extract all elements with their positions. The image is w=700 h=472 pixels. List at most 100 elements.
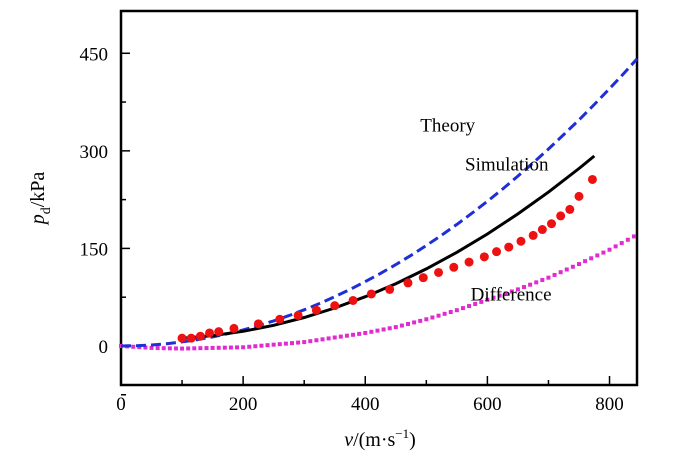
theory-line (120, 57, 639, 348)
difference-marker (265, 343, 270, 348)
difference-marker (540, 278, 545, 283)
simulation-point (587, 174, 597, 184)
simulation-point (330, 301, 340, 311)
y-axis-title-sub: d (39, 207, 54, 214)
difference-marker (161, 346, 166, 351)
difference-marker (460, 306, 465, 311)
difference-marker (448, 310, 453, 315)
difference-marker (271, 342, 276, 347)
difference-marker (491, 295, 496, 300)
difference-marker (534, 280, 539, 285)
y-axis-title: pd/kPa (27, 172, 54, 227)
x-tick-label: 0 (116, 394, 126, 415)
x-axis-title-unit: /(m·s (353, 429, 395, 451)
simulation-point (311, 305, 321, 315)
difference-marker (576, 262, 581, 267)
difference-marker (320, 337, 325, 342)
difference-marker (131, 344, 136, 349)
difference-marker (186, 346, 191, 351)
plot-border (119, 9, 639, 387)
difference-marker (387, 326, 392, 331)
difference-marker (180, 346, 185, 351)
difference-marker (558, 270, 563, 275)
simulation-point (403, 278, 413, 288)
simulation-fit-line (181, 154, 596, 340)
simulation-point (275, 314, 285, 324)
difference-marker (338, 334, 343, 339)
y-axis-title-var: p (27, 214, 49, 226)
simulation-point (547, 219, 557, 229)
difference-marker (167, 346, 172, 351)
difference-marker (467, 304, 472, 309)
simulation-point (479, 252, 489, 262)
simulation-point (253, 319, 263, 329)
simulation-point (186, 333, 196, 343)
difference-marker (570, 264, 575, 269)
plot-frame (119, 9, 639, 387)
x-axis-title-close: ) (409, 429, 416, 451)
difference-marker (418, 318, 423, 323)
difference-marker (241, 345, 246, 350)
difference-marker (619, 241, 624, 246)
difference-marker (363, 330, 368, 335)
simulation-point (528, 230, 538, 240)
difference-marker (479, 299, 484, 304)
difference-marker (296, 340, 301, 345)
x-axis-title: v/(m·s−1) (344, 426, 416, 451)
difference-marker (607, 247, 612, 252)
difference-marker (515, 287, 520, 292)
difference-marker (326, 336, 331, 341)
difference-marker (149, 345, 154, 350)
simulation-point (229, 323, 239, 333)
axes: 0 200 400 600 800 0 150 300 450 (80, 44, 624, 415)
difference-marker (381, 327, 386, 332)
simulation-point (195, 331, 205, 341)
difference-marker (247, 344, 252, 349)
difference-marker (277, 342, 282, 347)
difference-marker (204, 346, 209, 351)
difference-marker (613, 244, 618, 249)
simulation-point (449, 262, 459, 272)
simulation-point (565, 204, 575, 214)
y-tick-label: 0 (99, 337, 109, 358)
difference-marker (509, 289, 514, 294)
simulation-point (418, 273, 428, 283)
series-layer (119, 57, 639, 351)
difference-marker (473, 301, 478, 306)
difference-marker (454, 308, 459, 313)
simulation-point (516, 236, 526, 246)
simulation-point (214, 327, 224, 337)
x-tick-label: 200 (229, 394, 258, 415)
y-tick-label: 300 (80, 142, 109, 163)
difference-marker (198, 346, 203, 351)
x-tick-label: 400 (351, 394, 380, 415)
difference-marker (375, 328, 380, 333)
y-tick-label: 450 (80, 44, 109, 65)
difference-marker (369, 329, 374, 334)
difference-marker (344, 333, 349, 338)
difference-marker (314, 338, 319, 343)
difference-marker (497, 293, 502, 298)
difference-marker (235, 345, 240, 350)
difference-marker (216, 345, 221, 350)
difference-marker (308, 339, 313, 344)
x-axis-title-sup: −1 (395, 426, 409, 441)
difference-marker (552, 272, 557, 277)
difference-marker (210, 345, 215, 350)
difference-marker (485, 297, 490, 302)
difference-marker (192, 346, 197, 351)
simulation-point (293, 310, 303, 320)
difference-marker (357, 331, 362, 336)
difference-marker (351, 332, 356, 337)
difference-marker (503, 291, 508, 296)
difference-marker (412, 320, 417, 325)
difference-marker (601, 250, 606, 255)
difference-marker (283, 341, 288, 346)
difference-marker (595, 253, 600, 258)
difference-marker (399, 323, 404, 328)
difference-marker (302, 340, 307, 345)
simulation-point (366, 289, 376, 299)
difference-marker (143, 345, 148, 350)
simulation-point (504, 242, 514, 252)
difference-marker (631, 234, 636, 239)
